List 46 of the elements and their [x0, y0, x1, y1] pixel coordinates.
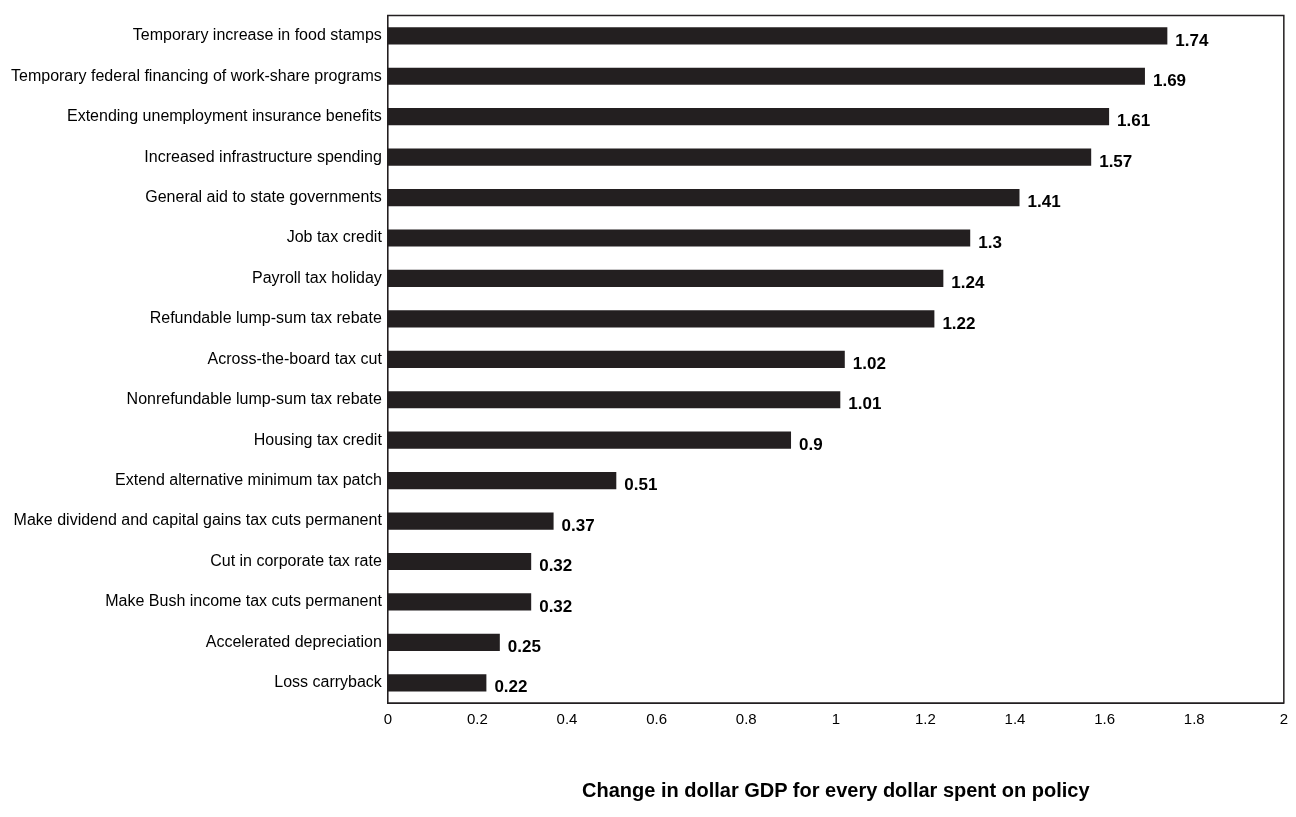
x-tick-label: 0.2 — [467, 710, 488, 728]
x-tick-label: 0.8 — [735, 710, 757, 728]
data-label: 1.41 — [1027, 192, 1061, 212]
y-tick-label: Temporary increase in food stamps — [132, 26, 382, 44]
data-label: 1.01 — [848, 394, 882, 414]
data-label: 1.3 — [978, 232, 1002, 252]
y-tick-label: Make dividend and capital gains tax cuts permanent — [13, 511, 383, 529]
data-label: 0.37 — [561, 515, 595, 535]
y-tick-label: Payroll tax holiday — [251, 268, 382, 286]
data-label: 0.51 — [624, 475, 658, 495]
x-axis-title: Change in dollar GDP for every dollar spent on policy — [582, 778, 1091, 801]
data-label: 0.32 — [539, 596, 573, 616]
y-tick-label: General aid to state governments — [145, 187, 382, 205]
data-label: 1.74 — [1175, 30, 1209, 50]
x-tick-label: 0.4 — [556, 710, 578, 728]
x-tick-label: 1.4 — [1004, 710, 1026, 728]
x-tick-label: 0 — [383, 710, 392, 728]
data-label: 0.22 — [494, 677, 528, 697]
x-tick-label: 1.2 — [915, 710, 936, 728]
y-tick-label: Make Bush income tax cuts permanent — [105, 592, 383, 610]
y-tick-label: Cut in corporate tax rate — [210, 551, 382, 569]
y-tick-label: Accelerated depreciation — [205, 632, 382, 650]
data-label: 1.02 — [852, 353, 886, 373]
y-tick-label: Across-the-board tax cut — [207, 349, 383, 367]
data-label: 1.24 — [951, 273, 985, 293]
y-tick-label: Refundable lump-sum tax rebate — [149, 309, 382, 327]
data-label: 1.22 — [942, 313, 976, 333]
y-tick-label: Extending unemployment insurance benefits — [66, 107, 382, 125]
x-tick-label: 1 — [831, 710, 840, 728]
data-label: 1.61 — [1117, 111, 1151, 131]
data-label: 0.32 — [539, 556, 573, 576]
y-tick-label: Extend alternative minimum tax patch — [115, 471, 382, 489]
y-tick-label: Increased infrastructure spending — [144, 147, 382, 165]
y-tick-label: Job tax credit — [286, 228, 383, 246]
x-tick-label: 0.6 — [646, 710, 668, 728]
y-tick-label: Housing tax credit — [253, 430, 383, 448]
data-label: 0.25 — [507, 637, 541, 657]
data-label: 1.69 — [1152, 70, 1187, 90]
x-tick-label: 1.8 — [1183, 710, 1205, 728]
x-tick-label: 1.6 — [1094, 710, 1116, 728]
y-tick-label: Temporary federal financing of work-share programs — [11, 66, 382, 84]
x-tick-label: 2 — [1279, 710, 1288, 728]
data-label: 0.9 — [799, 434, 823, 454]
y-tick-label: Nonrefundable lump-sum tax rebate — [126, 390, 382, 408]
y-tick-label: Loss carryback — [274, 673, 383, 691]
data-label: 1.57 — [1099, 151, 1133, 171]
